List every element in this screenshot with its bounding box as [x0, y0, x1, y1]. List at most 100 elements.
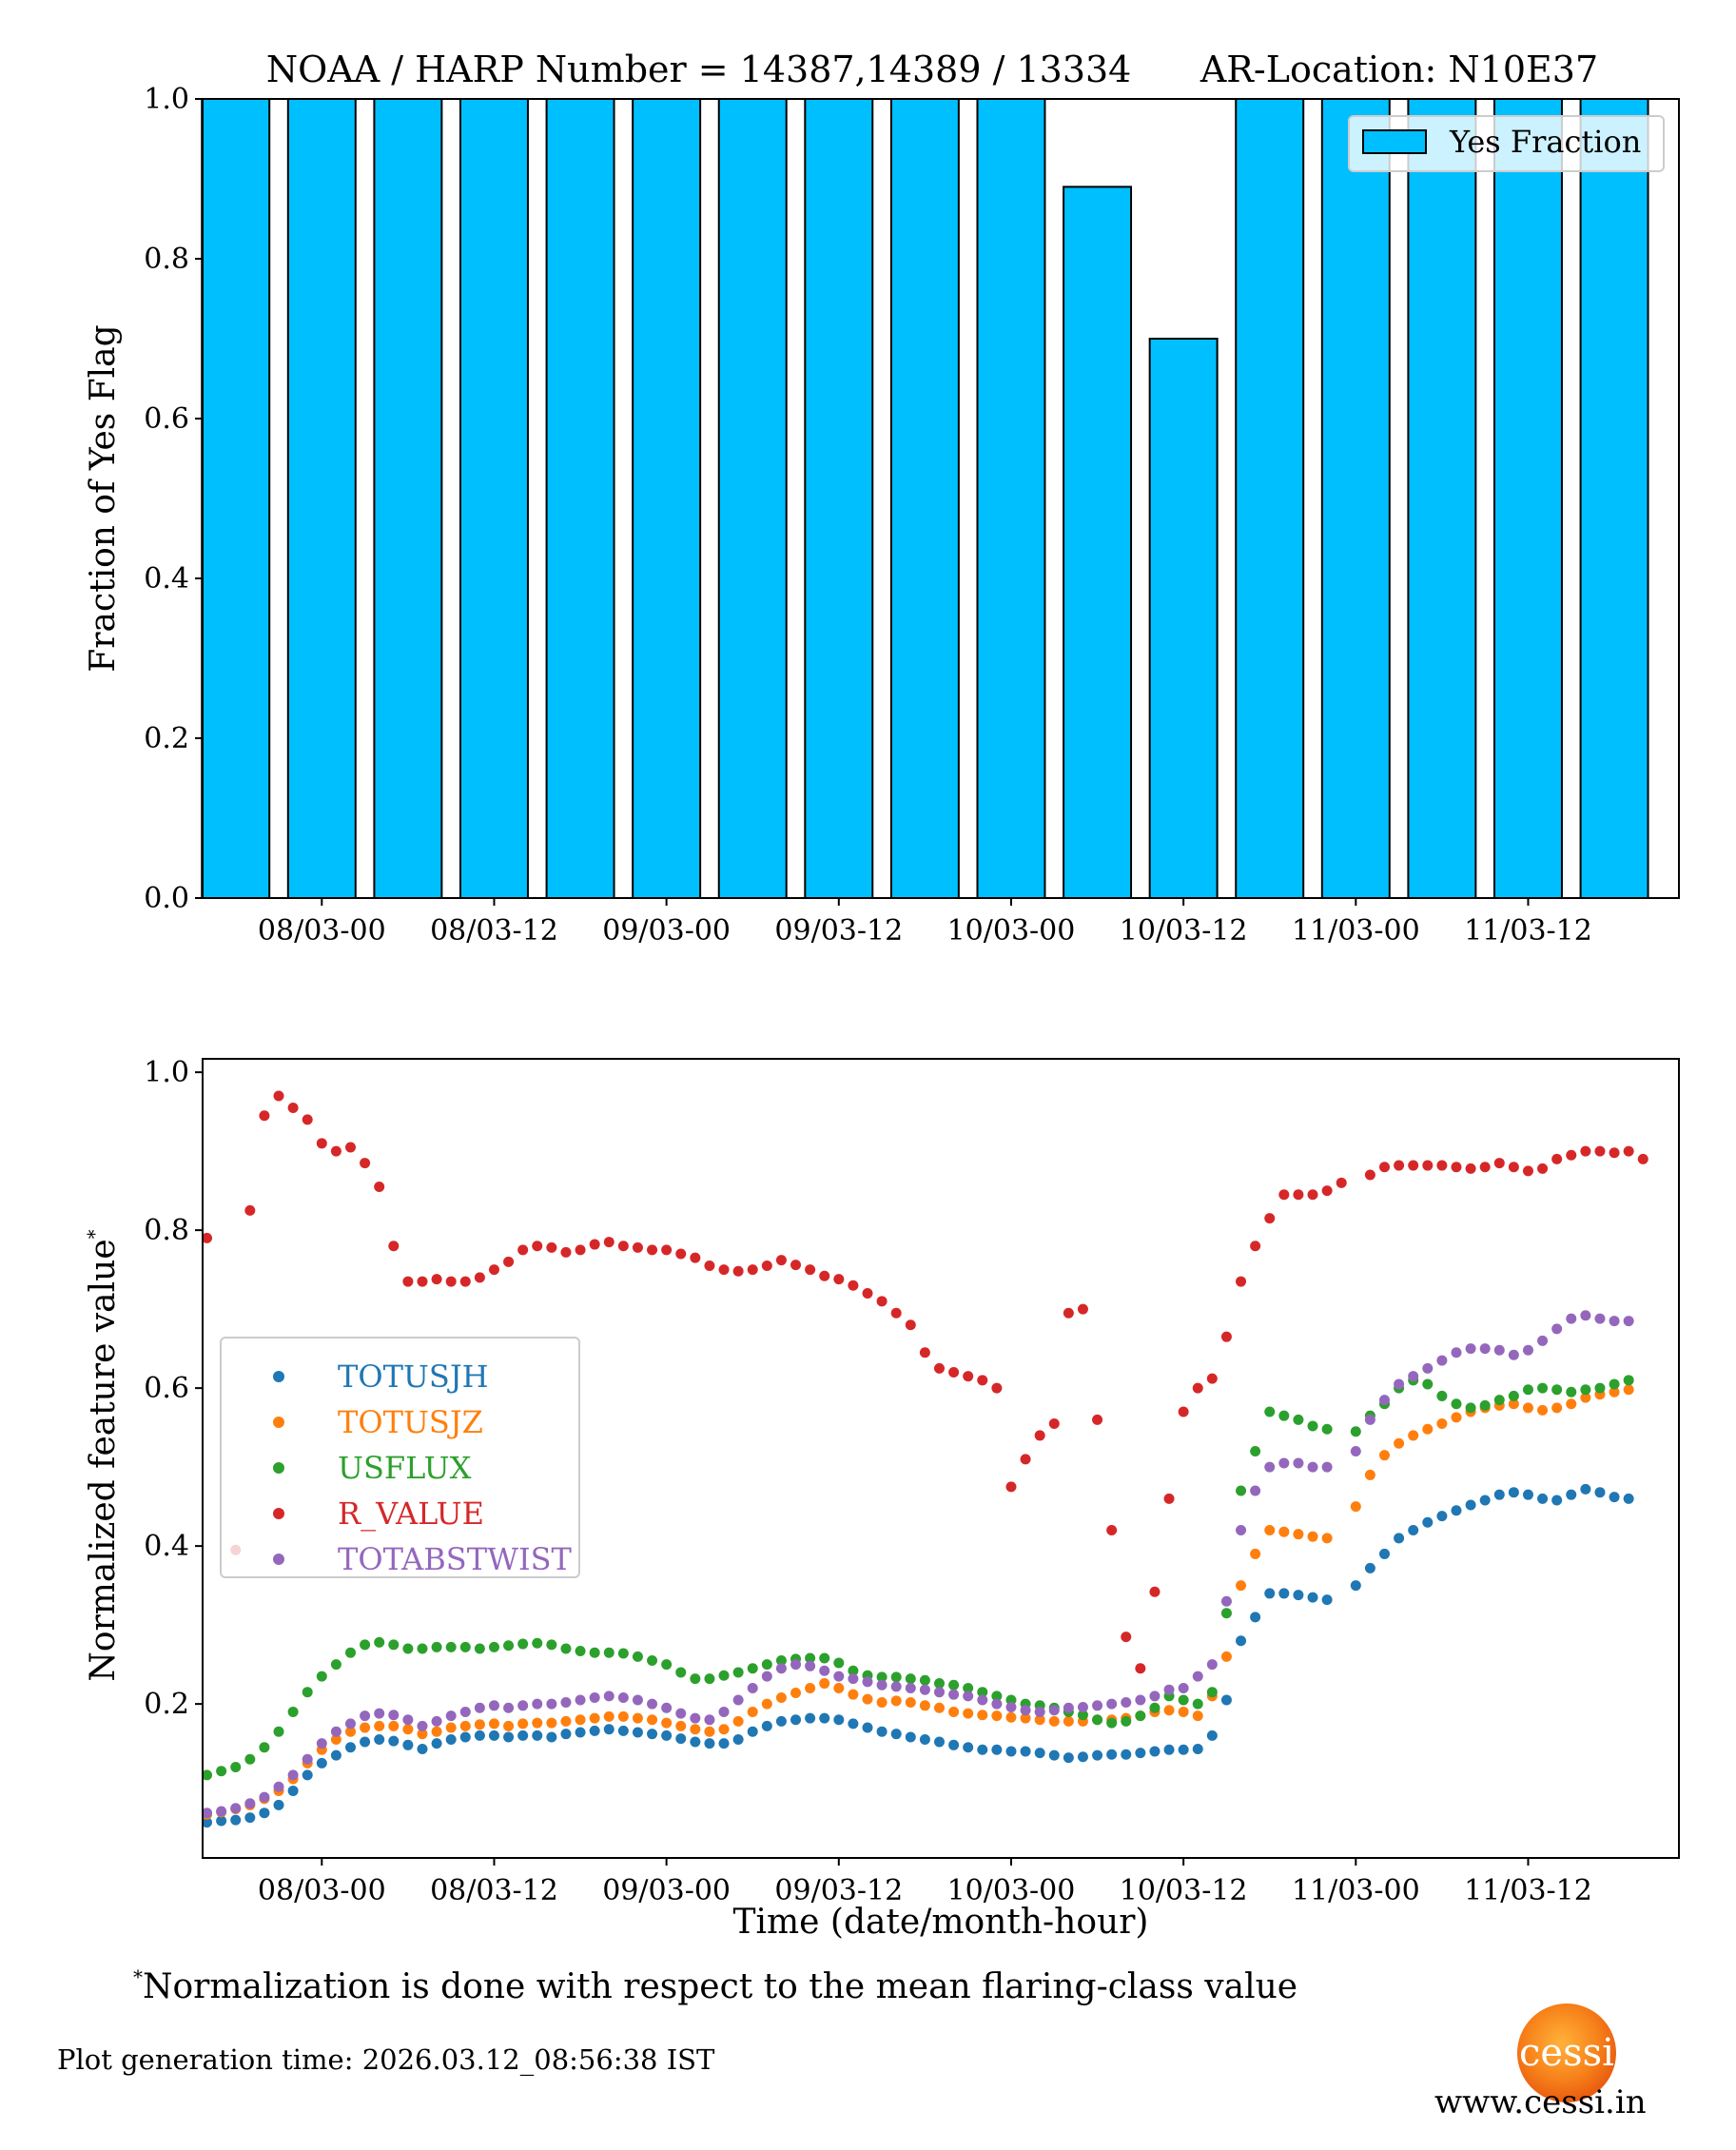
data-point	[1048, 1705, 1060, 1716]
data-point	[330, 1749, 341, 1761]
data-point	[991, 1691, 1003, 1702]
data-point	[690, 1712, 701, 1724]
data-point	[819, 1678, 830, 1690]
data-point	[775, 1654, 787, 1666]
website-link[interactable]: www.cessi.in	[1434, 2083, 1647, 2121]
y-tick-label: 0.8	[144, 1214, 189, 1247]
data-point	[647, 1654, 658, 1666]
data-point	[1121, 1696, 1132, 1708]
data-point	[1422, 1516, 1434, 1528]
data-point	[704, 1714, 715, 1726]
data-point	[963, 1371, 974, 1382]
data-point	[632, 1712, 643, 1724]
data-point	[1206, 1373, 1218, 1384]
data-point	[1063, 1715, 1074, 1727]
x-tick-label: 10/03-12	[1120, 1874, 1248, 1907]
data-point	[848, 1689, 859, 1700]
data-point	[244, 1753, 256, 1765]
data-point	[1350, 1446, 1361, 1457]
data-point	[718, 1670, 730, 1681]
y-tick-label: 0.0	[144, 882, 189, 915]
data-point	[876, 1671, 888, 1683]
data-point	[1465, 1402, 1476, 1414]
data-point	[1293, 1189, 1304, 1201]
data-point	[1364, 1414, 1375, 1425]
data-point	[402, 1714, 414, 1726]
data-point	[360, 1722, 371, 1733]
data-point	[919, 1733, 930, 1745]
data-point	[1048, 1715, 1060, 1727]
data-point	[202, 1769, 213, 1781]
data-point	[575, 1714, 586, 1726]
data-point	[1623, 1145, 1634, 1157]
data-point	[302, 1114, 313, 1125]
data-point	[1609, 1492, 1620, 1503]
data-point	[1364, 1562, 1375, 1573]
data-point	[833, 1683, 845, 1694]
data-point	[675, 1720, 687, 1731]
data-point	[1236, 1525, 1247, 1536]
data-point	[244, 1204, 256, 1216]
data-point	[1250, 1612, 1261, 1623]
data-point	[1479, 1495, 1491, 1506]
data-point	[1005, 1746, 1017, 1757]
data-point	[589, 1692, 600, 1704]
data-point	[1350, 1501, 1361, 1513]
data-point	[1149, 1746, 1161, 1757]
data-point	[848, 1718, 859, 1730]
data-point	[1436, 1511, 1448, 1522]
data-point	[273, 1799, 284, 1810]
data-point	[1020, 1746, 1031, 1757]
data-point	[503, 1720, 515, 1731]
data-point	[603, 1691, 614, 1702]
data-point	[459, 1731, 471, 1743]
x-tick-label: 08/03-12	[430, 1874, 558, 1907]
data-point	[848, 1280, 859, 1291]
data-point	[1522, 1384, 1533, 1396]
bar	[1063, 186, 1133, 899]
data-point	[1321, 1461, 1333, 1473]
data-point	[560, 1715, 572, 1727]
x-tick-label: 08/03-00	[258, 914, 386, 948]
data-point	[532, 1637, 543, 1649]
data-point	[1336, 1177, 1347, 1188]
x-tick-label: 11/03-00	[1292, 1874, 1420, 1907]
data-point	[1508, 1349, 1519, 1360]
data-point	[1307, 1531, 1318, 1542]
data-point	[1135, 1663, 1146, 1674]
data-point	[1293, 1590, 1304, 1601]
data-point	[805, 1652, 816, 1664]
data-point	[991, 1710, 1003, 1722]
data-point	[1106, 1525, 1118, 1536]
data-point	[833, 1274, 845, 1285]
data-point	[259, 1742, 270, 1753]
data-point	[417, 1729, 428, 1740]
data-point	[1063, 1752, 1074, 1764]
data-point	[374, 1720, 385, 1731]
data-point	[933, 1678, 945, 1690]
data-point	[302, 1687, 313, 1698]
data-point	[459, 1706, 471, 1717]
bar	[889, 98, 960, 899]
data-point	[445, 1722, 457, 1733]
data-point	[704, 1673, 715, 1685]
data-point	[977, 1710, 988, 1721]
data-point	[1220, 1694, 1232, 1706]
data-point	[876, 1726, 888, 1737]
data-point	[732, 1667, 744, 1678]
data-point	[1264, 1213, 1276, 1224]
data-point	[1092, 1700, 1103, 1711]
data-point	[445, 1641, 457, 1652]
data-point	[1106, 1698, 1118, 1710]
bar	[1407, 98, 1477, 899]
data-point	[287, 1102, 299, 1113]
data-point	[747, 1726, 758, 1737]
data-point	[1394, 1160, 1405, 1171]
data-point	[890, 1695, 902, 1707]
data-point	[1637, 1153, 1648, 1164]
data-point	[1250, 1548, 1261, 1559]
top-axes-frame	[202, 98, 1680, 899]
data-point	[1077, 1303, 1088, 1315]
data-point	[661, 1730, 673, 1741]
